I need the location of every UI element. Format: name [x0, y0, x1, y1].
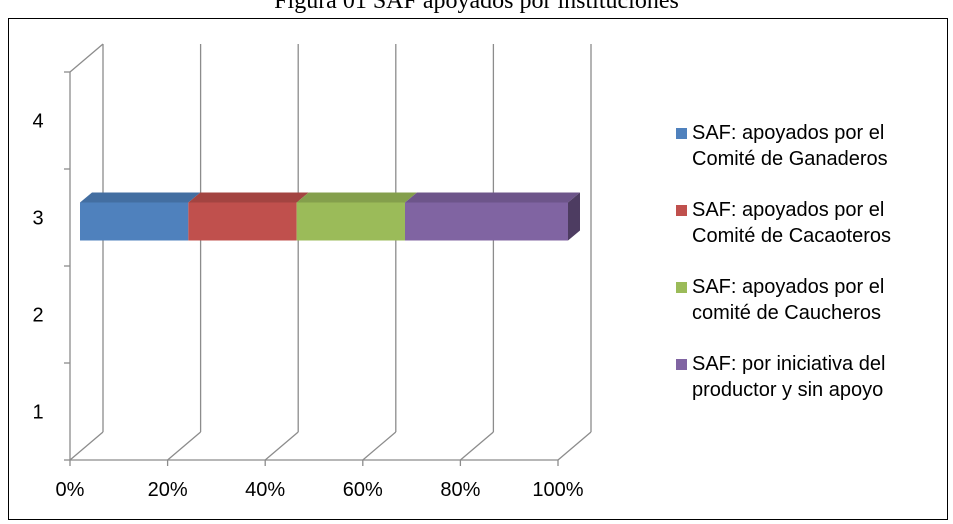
bar-segment-top: [80, 192, 201, 203]
floor-gridline: [264, 431, 299, 461]
floor-gridline: [362, 431, 397, 461]
legend-label: SAF: apoyados por el Comité de Ganaderos: [692, 122, 888, 170]
floor-gridline: [459, 431, 494, 461]
legend-swatch: [676, 128, 687, 139]
y-tick-label: 1: [32, 402, 43, 424]
legend-swatch: [676, 205, 687, 216]
floor-gridline: [69, 431, 104, 461]
bar-segment: [405, 202, 568, 241]
chart-title: Figura 01 SAF apoyados por instituciones: [274, 0, 679, 14]
legend-item-productor: SAF: por iniciativa del productor y sin a…: [676, 351, 946, 428]
x-tick-label: 20%: [148, 479, 188, 501]
bar-segment-top: [405, 192, 580, 203]
chart-frame: [8, 18, 948, 520]
x-tick-label: 40%: [245, 479, 285, 501]
bar-segment: [188, 202, 297, 241]
bar-segment: [296, 202, 406, 241]
bar-segment-top: [296, 192, 418, 203]
legend-swatch: [676, 282, 687, 293]
bar-segment-top: [188, 192, 309, 203]
floor-gridline: [557, 431, 592, 461]
bar-segment: [80, 202, 189, 241]
legend-swatch: [676, 359, 687, 370]
legend-item-caucheros: SAF: apoyados por el comité de Caucheros: [676, 274, 946, 351]
x-tick-label: 80%: [440, 479, 480, 501]
legend-label: SAF: por iniciativa del productor y sin a…: [692, 353, 886, 401]
legend-item-ganaderos: SAF: apoyados por el Comité de Ganaderos: [676, 120, 946, 197]
y-tick-label: 4: [32, 111, 43, 133]
bar-segment-side: [568, 192, 580, 241]
x-tick-label: 60%: [343, 479, 383, 501]
legend-label: SAF: apoyados por el comité de Caucheros: [692, 276, 885, 324]
side-wall-top: [69, 43, 104, 73]
x-tick-label: 0%: [56, 479, 85, 501]
chart-legend: SAF: apoyados por el Comité de Ganaderos …: [676, 120, 946, 428]
legend-label: SAF: apoyados por el Comité de Cacaoteros: [692, 199, 891, 247]
y-tick-label: 2: [32, 305, 43, 327]
y-tick-label: 3: [32, 208, 43, 230]
legend-item-cacaoteros: SAF: apoyados por el Comité de Cacaoteros: [676, 197, 946, 274]
floor-gridline: [167, 431, 202, 461]
x-tick-label: 100%: [532, 479, 583, 501]
